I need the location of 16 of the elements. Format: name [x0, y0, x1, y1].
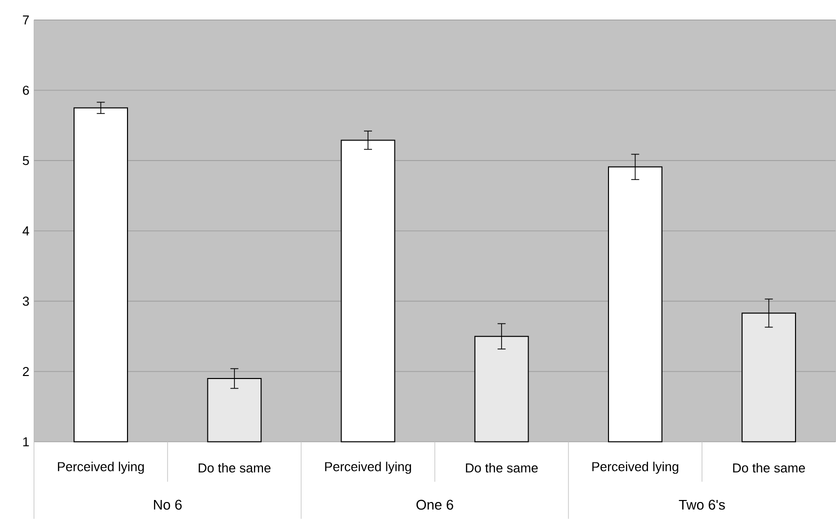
text: Do the same — [733, 462, 805, 472]
text: Do the same — [466, 462, 538, 472]
series-label: Do the same — [198, 462, 270, 472]
x-tick-label: Two 6's — [678, 500, 725, 510]
y-tick-label: 2 — [22, 366, 29, 376]
text: Perceived lying — [58, 462, 144, 474]
text: Perceived lying — [325, 462, 412, 474]
y-tick-label: 3 — [22, 296, 29, 306]
y-tick-label: 4 — [22, 226, 30, 236]
y-tick-label: 7 — [22, 15, 29, 24]
y-tick-label: 6 — [22, 86, 29, 95]
x-tick-label: One 6 — [416, 500, 454, 510]
x-tick-label: No 6 — [154, 500, 182, 510]
series-label: Perceived lying — [592, 462, 678, 474]
y-tick-label: 5 — [22, 156, 29, 166]
y-tick-label: 1 — [23, 437, 29, 446]
